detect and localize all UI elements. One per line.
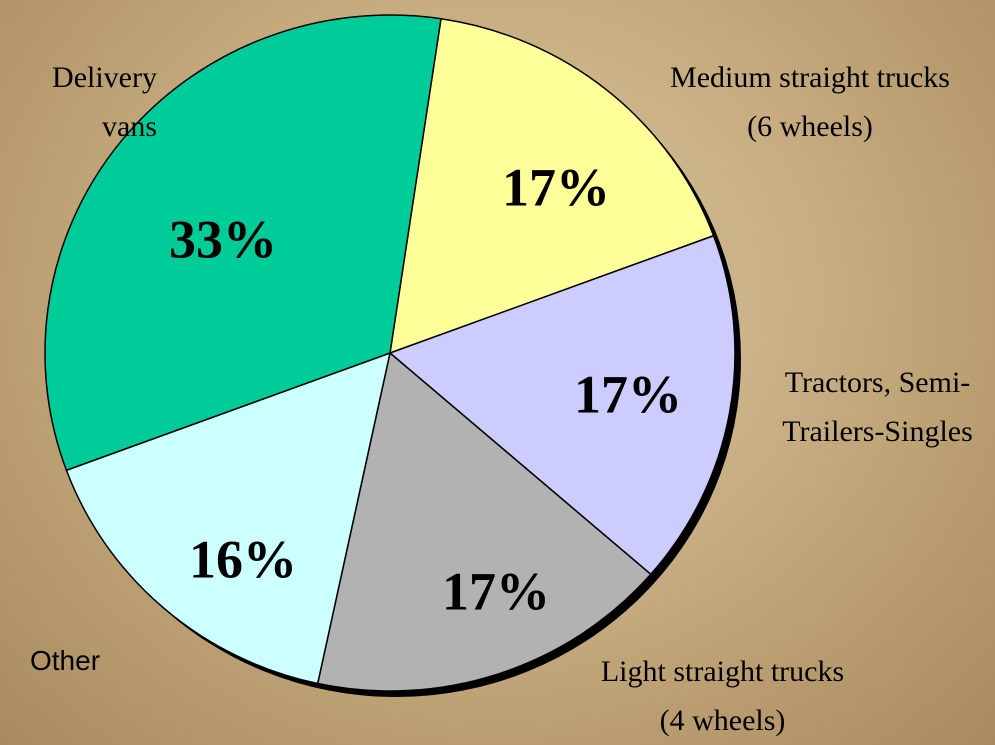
slide: 17% 17% 17% 16% 33% Medium straight trucks (… — [0, 0, 995, 745]
category-label: Light straight trucks (4 wheels) — [590, 647, 855, 745]
slice-value-label: 17% — [442, 561, 550, 621]
slice-value-label: 16% — [189, 529, 297, 589]
category-label: Tractors, Semi-Trailers-Singles — [740, 358, 995, 456]
category-label: Delivery vans — [0, 53, 157, 151]
slice-value-label: 17% — [502, 157, 610, 217]
category-label: Other — [30, 636, 150, 685]
category-label: Medium straight trucks (6 wheels) — [660, 53, 960, 151]
slice-value-label: 17% — [574, 364, 682, 424]
slice-value-label: 33% — [169, 209, 277, 269]
